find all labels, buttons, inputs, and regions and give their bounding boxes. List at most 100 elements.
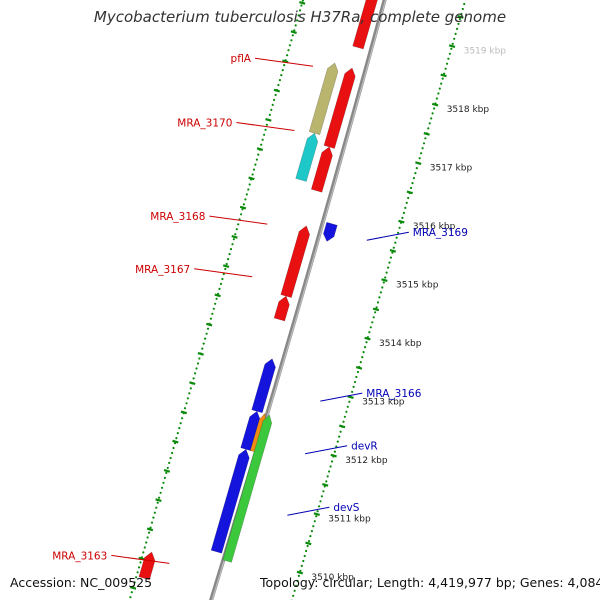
left-ruler-dot [149, 526, 152, 529]
gene-label-MRA_3169[interactable]: MRA_3169 [413, 227, 468, 239]
left-ruler-dot [166, 466, 169, 469]
right-ruler-dot [402, 211, 405, 214]
right-ruler-dot [450, 47, 453, 50]
left-ruler-dot [257, 153, 260, 156]
right-ruler-dot [319, 500, 322, 503]
gene-label-devS[interactable]: devS [333, 502, 359, 514]
left-ruler-dot [237, 223, 240, 226]
left-ruler-dot [224, 267, 227, 271]
right-ruler-tick [440, 73, 447, 78]
right-ruler-dot [387, 266, 390, 269]
left-ruler-dot [152, 516, 155, 519]
right-ruler-dot [456, 27, 459, 30]
label-leader-devS [287, 506, 330, 516]
gene-unlabeled-0[interactable] [352, 0, 384, 50]
ruler-label-3510: 3510 kbp [311, 573, 354, 583]
right-ruler-dot [351, 390, 354, 393]
left-ruler-dot [301, 0, 304, 2]
gene-devS[interactable] [222, 414, 273, 563]
right-ruler-dot [410, 186, 413, 190]
gene-MRA_3168[interactable] [280, 225, 311, 298]
right-ruler-dot [412, 177, 415, 180]
gene-unlabeled-9[interactable] [240, 410, 261, 452]
right-ruler-dot [448, 52, 451, 55]
gene-MRA_3163[interactable] [138, 551, 156, 581]
gene-label-devR[interactable]: devR [351, 441, 378, 453]
right-ruler-dot [437, 92, 440, 95]
left-ruler-dot [130, 591, 133, 594]
right-ruler-dot [342, 420, 345, 423]
left-ruler-tick [206, 322, 213, 327]
label-leader-MRA_3163 [111, 554, 170, 564]
left-ruler-dot [264, 128, 267, 131]
ruler-label-3512: 3512 kbp [345, 456, 388, 466]
gene-MRA_3166[interactable] [251, 358, 276, 414]
gene-label-MRA_3166[interactable]: MRA_3166 [366, 388, 421, 400]
right-ruler-dot [297, 574, 300, 578]
right-ruler-dot [463, 2, 466, 6]
left-ruler-tick [222, 264, 230, 268]
right-ruler-dot [405, 201, 408, 204]
right-ruler-dot [379, 291, 382, 294]
right-ruler-tick [355, 366, 363, 370]
right-ruler-tick [338, 424, 346, 429]
left-ruler-dot [252, 168, 256, 171]
right-ruler-dot [359, 361, 362, 364]
left-ruler-dot [178, 427, 181, 430]
left-ruler-dot [215, 297, 218, 300]
left-ruler-tick [155, 498, 162, 502]
left-ruler-dot [240, 213, 243, 216]
right-ruler-dot [430, 117, 433, 120]
topology-text: Topology: circular; Length: 4,419,977 bp… [260, 575, 600, 590]
left-ruler-dot [179, 422, 182, 425]
left-ruler-dot [290, 39, 293, 42]
left-ruler-tick [189, 381, 196, 385]
right-ruler-dot [346, 405, 349, 408]
right-ruler-dot [401, 216, 404, 219]
gene-label-MRA_3168[interactable]: MRA_3168 [150, 211, 205, 223]
right-ruler-dot [414, 172, 417, 175]
gene-label-pflA[interactable]: pflA [231, 53, 252, 65]
gene-MRA_3170[interactable] [295, 132, 319, 182]
left-ruler-dot [201, 347, 204, 350]
accession-text: Accession: NC_009525 [10, 575, 153, 590]
right-ruler-dot [368, 331, 371, 334]
right-ruler-dot [444, 67, 447, 70]
left-ruler-dot [150, 521, 154, 524]
left-ruler-dot [254, 163, 257, 166]
gene-unlabeled-1[interactable] [323, 67, 356, 149]
left-ruler-dot [294, 24, 297, 27]
right-ruler-dot [353, 380, 357, 384]
right-ruler-tick [406, 190, 413, 195]
left-ruler-dot [189, 387, 192, 390]
left-ruler-dot [278, 79, 281, 82]
left-ruler-tick [282, 59, 289, 64]
right-ruler-dot [420, 152, 423, 155]
gene-MRA_3169[interactable] [323, 221, 338, 242]
right-ruler-dot [411, 182, 414, 185]
left-ruler-dot [195, 367, 198, 370]
left-ruler-dot [268, 113, 271, 116]
gene-label-MRA_3163[interactable]: MRA_3163 [52, 550, 107, 562]
left-ruler-dot [231, 243, 234, 246]
gene-unlabeled-2[interactable] [310, 146, 333, 193]
gene-label-MRA_3167[interactable]: MRA_3167 [135, 264, 190, 276]
left-ruler-dot [129, 596, 132, 599]
gene-MRA_3167[interactable] [273, 295, 290, 322]
left-ruler-dot [158, 496, 161, 499]
left-ruler-dot [196, 362, 200, 365]
gene-unlabeled-10[interactable] [210, 448, 250, 554]
gene-label-MRA_3170[interactable]: MRA_3170 [177, 118, 232, 130]
map-title: Mycobacterium tuberculosis H37Ra, comple… [93, 8, 507, 26]
left-ruler-tick [265, 117, 272, 122]
gene-pflA[interactable] [308, 62, 339, 136]
left-ruler-tick [129, 585, 137, 590]
ruler-label-3511: 3511 kbp [328, 515, 371, 525]
left-ruler-dot [183, 407, 187, 410]
left-ruler-dot [218, 287, 221, 290]
right-ruler-tick [364, 336, 371, 341]
right-ruler-dot [343, 415, 346, 418]
left-ruler-dot [260, 143, 263, 146]
right-ruler-dot [389, 256, 392, 259]
